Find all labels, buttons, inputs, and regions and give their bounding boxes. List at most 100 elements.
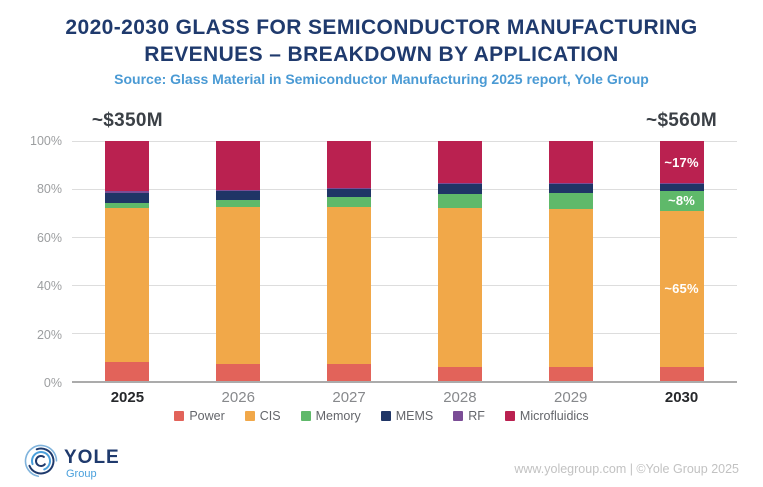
legend-label: Microfluidics (519, 409, 589, 423)
x-tick-label-2027: 2027 (332, 389, 366, 406)
y-tick-label: 60% (36, 230, 62, 245)
bar-stack (437, 141, 482, 381)
legend-item-rf: RF (453, 409, 485, 423)
bar-segment-microfluidics (437, 141, 482, 183)
bar-columns: ~17% ~8% ~65% (72, 141, 737, 381)
bar-column-2029 (515, 141, 626, 381)
legend-label: CIS (259, 409, 281, 423)
y-axis: 100% 80% 60% 40% 20% 0% (0, 134, 62, 390)
legend-item-microfluidics: Microfluidics (504, 409, 589, 423)
legend-swatch (244, 411, 255, 421)
bar-segment-power (216, 364, 261, 381)
page-title-line1: 2020-2030 GLASS FOR SEMICONDUCTOR MANUFA… (65, 16, 698, 39)
page-title-line2: REVENUES – BREAKDOWN BY APPLICATION (144, 43, 619, 66)
bar-stack (548, 141, 593, 381)
legend-item-mems: MEMS (380, 409, 434, 423)
bar-segment-microfluidics (105, 141, 150, 192)
source-line: Source: Glass Material in Semiconductor … (114, 71, 649, 87)
y-tick-label: 40% (36, 279, 62, 294)
bar-segment-memory (327, 197, 372, 207)
legend-item-memory: Memory (300, 409, 361, 423)
gridline (72, 237, 737, 238)
legend-label: Memory (315, 409, 361, 423)
x-tick-label-2030: 2030 (664, 389, 699, 406)
bar-annotation-empty (183, 110, 294, 136)
bar-stack (216, 141, 261, 381)
bar-column-2026 (183, 141, 294, 381)
bar-stack: ~17% ~8% ~65% (659, 141, 704, 381)
gridline (72, 285, 737, 286)
gridline (72, 141, 737, 142)
bar-segment-cis (216, 206, 261, 365)
logo-subtext: Group (66, 467, 97, 480)
bar-annotation-empty (404, 110, 515, 136)
bar-segment-mems (216, 191, 261, 200)
legend: Power CIS Memory MEMS RF Microfluidics (0, 409, 763, 423)
x-tick-label-2029: 2029 (554, 389, 588, 406)
legend-item-power: Power (174, 409, 225, 423)
logo-text: YOLE (64, 446, 120, 468)
bar-segment-microfluidics (548, 141, 593, 183)
bar-segment-microfluidics (327, 141, 372, 188)
legend-swatch (300, 411, 311, 421)
bar-annotations-row: ~$350M ~$560M (72, 110, 737, 136)
segment-label: ~17% (664, 154, 699, 170)
bar-stack (105, 141, 150, 381)
legend-swatch (453, 411, 464, 421)
bar-segment-rf (216, 190, 261, 192)
bar-segment-cis: ~65% (659, 210, 704, 367)
legend-swatch (380, 411, 391, 421)
bar-segment-rf (327, 187, 372, 189)
bar-segment-mems (659, 184, 704, 192)
bar-annotation-empty (515, 110, 626, 136)
bar-segment-memory (548, 192, 593, 210)
page-title: 2020-2030 GLASS FOR SEMICONDUCTOR MANUFA… (0, 14, 763, 68)
logo-textblock: YOLE Group (64, 448, 120, 480)
bar-segment-memory: ~8% (659, 191, 704, 211)
bar-segment-mems (327, 188, 372, 198)
x-tick-label-2025: 2025 (110, 389, 145, 406)
x-axis: 2025 2026 2027 2028 2029 2030 (72, 389, 737, 406)
bar-segment-memory (216, 199, 261, 207)
plot-area: ~17% ~8% ~65% (72, 141, 737, 383)
bar-segment-memory (105, 203, 150, 209)
gridline (72, 189, 737, 190)
bar-segment-memory (437, 193, 482, 209)
x-tick-label-2026: 2026 (221, 389, 255, 406)
bar-column-2025 (72, 141, 183, 381)
bar-column-2030: ~17% ~8% ~65% (626, 141, 737, 381)
bar-segment-power (437, 366, 482, 381)
bar-segment-cis (327, 206, 372, 365)
y-tick-label: 20% (36, 327, 62, 342)
legend-swatch (504, 411, 515, 421)
bar-segment-mems (437, 184, 482, 194)
bar-annotation-empty (294, 110, 405, 136)
bar-column-2027 (294, 141, 405, 381)
bar-segment-cis (105, 208, 150, 362)
gridline (72, 333, 737, 334)
y-tick-label: 100% (30, 134, 62, 148)
bar-annotation: ~$560M (646, 110, 718, 131)
bar-segment-rf (105, 191, 150, 193)
bar-segment-cis (548, 209, 593, 367)
bar-segment-rf (437, 183, 482, 185)
bar-segment-power (105, 361, 150, 381)
segment-label: ~65% (664, 281, 699, 297)
bar-segment-power (548, 366, 593, 381)
footer-credit: www.yolegroup.com | ©Yole Group 2025 (514, 462, 739, 476)
bar-segment-mems (548, 184, 593, 193)
y-tick-label: 0% (43, 376, 62, 390)
legend-label: Power (189, 409, 225, 423)
legend-item-cis: CIS (244, 409, 281, 423)
x-tick-label-2028: 2028 (443, 389, 477, 406)
bar-segment-microfluidics (216, 141, 261, 191)
legend-swatch (174, 411, 185, 421)
bar-stack (327, 141, 372, 381)
segment-label: ~8% (668, 193, 696, 209)
legend-label: RF (468, 409, 485, 423)
bar-segment-mems (105, 192, 150, 204)
y-tick-label: 80% (36, 182, 62, 197)
bar-segment-microfluidics: ~17% (659, 141, 704, 183)
bar-segment-rf (548, 183, 593, 185)
legend-label: MEMS (395, 409, 434, 423)
